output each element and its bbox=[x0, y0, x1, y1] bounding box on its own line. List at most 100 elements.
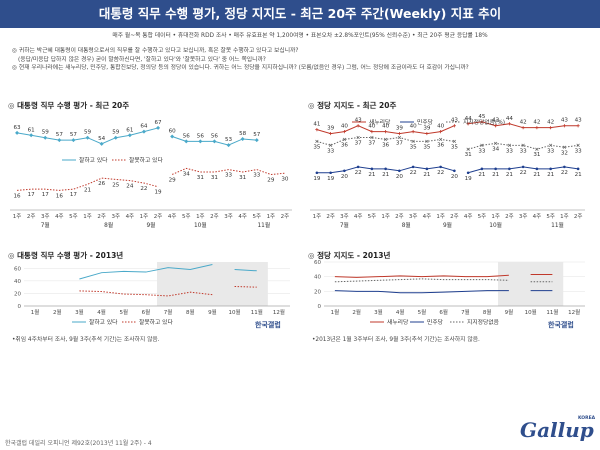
gallup-small-logo-right: 한국갤럽 bbox=[548, 321, 574, 329]
party-20-data-label: 37 bbox=[396, 140, 404, 146]
approval-20-xtick: 4주 bbox=[168, 213, 177, 220]
party-20-point bbox=[521, 165, 525, 169]
party-20-point bbox=[370, 135, 374, 140]
party-2013-series-none-line bbox=[334, 278, 509, 283]
party-20-data-label: 21 bbox=[382, 172, 390, 178]
approval-20-point bbox=[254, 138, 259, 143]
approval-2013-highlight-band bbox=[157, 262, 268, 306]
party-20-data-label: 42 bbox=[547, 120, 554, 126]
party-20-data-label: 22 bbox=[437, 170, 444, 176]
approval-20-data-label: 33 bbox=[253, 173, 261, 179]
approval-20-xtick: 5주 bbox=[182, 213, 191, 220]
party-20-data-label: 21 bbox=[506, 172, 514, 178]
question-approval: ◎ 귀하는 박근혜 대통령이 대통령으로서의 직무를 잘 수행하고 있다고 보십… bbox=[12, 48, 299, 54]
party-20-xtick: 1주 bbox=[313, 213, 322, 220]
party-20-month-label: 8월 bbox=[402, 221, 411, 229]
approval-20-xtick: 1주 bbox=[196, 213, 205, 220]
approval-20-point bbox=[43, 135, 48, 140]
approval-20-data-label: 61 bbox=[28, 127, 36, 133]
party-20-point bbox=[563, 165, 566, 169]
approval-20-xtick: 2주 bbox=[27, 213, 36, 220]
survey-questions: ◎ 귀하는 박근혜 대통령이 대통령으로서의 직무를 잘 수행하고 있다고 보십… bbox=[12, 47, 592, 73]
approval-20-data-label: 29 bbox=[169, 177, 177, 183]
party-20-data-label: 31 bbox=[533, 152, 541, 158]
approval-20-point bbox=[141, 129, 146, 134]
party-20-point bbox=[439, 130, 443, 134]
approval-20-xtick: 2주 bbox=[154, 213, 163, 220]
party-20-xtick: 1주 bbox=[491, 213, 500, 220]
approval-20-point bbox=[71, 138, 76, 143]
party-20-data-label: 22 bbox=[355, 170, 362, 176]
party-20-xtick: 5주 bbox=[546, 213, 555, 220]
approval-20-xtick: 3주 bbox=[224, 213, 233, 220]
approval-20-point bbox=[170, 134, 175, 139]
approval-20-point bbox=[184, 139, 189, 144]
party-20-point bbox=[576, 167, 580, 171]
approval-20-data-label: 17 bbox=[28, 192, 36, 198]
party-20-xtick: 1주 bbox=[436, 213, 445, 220]
party-2013-ytick: 20 bbox=[314, 289, 321, 295]
approval-2013-xtick: 11월 bbox=[251, 308, 263, 316]
approval-20-point bbox=[99, 141, 104, 146]
party-20-point bbox=[494, 124, 498, 128]
approval-20-data-label: 25 bbox=[112, 182, 120, 188]
approval-20-data-label: 26 bbox=[98, 181, 106, 187]
approval-20-xtick: 1주 bbox=[140, 213, 149, 220]
approval-20-xtick: 3주 bbox=[41, 213, 50, 220]
party-2013-xtick: 10월 bbox=[525, 308, 537, 316]
party-20-point bbox=[576, 124, 580, 128]
approval-2013-series-disapprove-line bbox=[79, 290, 213, 297]
approval-20-data-label: 59 bbox=[42, 130, 50, 136]
party-20-point bbox=[549, 126, 553, 130]
party-20-data-label: 33 bbox=[520, 148, 528, 154]
party-20-point bbox=[425, 139, 429, 144]
approval-20-data-label: 31 bbox=[211, 175, 219, 181]
section-title-party-20: 정당 지지도 - 최근 20주 bbox=[308, 100, 396, 111]
party-20-point bbox=[397, 131, 401, 136]
party-20-point bbox=[507, 143, 512, 147]
party-20-point bbox=[535, 167, 539, 171]
party-20-data-label: 40 bbox=[437, 124, 445, 130]
party-2013-legend-label: 새누리당 bbox=[387, 318, 409, 326]
approval-20-xtick: 4주 bbox=[126, 213, 135, 220]
party-20-point bbox=[562, 145, 567, 149]
approval-20-point bbox=[198, 139, 203, 144]
party-20-series-none-line bbox=[467, 142, 579, 150]
approval-2013-ytick: 0 bbox=[18, 304, 22, 310]
party-20-data-label: 19 bbox=[465, 176, 473, 182]
party-2013-xtick: 7월 bbox=[461, 308, 470, 316]
party-20-xtick: 2주 bbox=[574, 213, 583, 220]
party-20-legend-label: 새누리당 bbox=[369, 118, 391, 126]
approval-20-month-label: 11월 bbox=[257, 221, 270, 229]
approval-2013-legend-label: 잘못하고 있다 bbox=[139, 318, 174, 326]
party-20-point bbox=[508, 167, 511, 171]
party-20-point bbox=[507, 122, 511, 126]
party-20-point bbox=[411, 165, 415, 169]
party-20-point bbox=[315, 128, 319, 132]
approval-20-data-label: 61 bbox=[126, 127, 134, 133]
party-20-data-label: 19 bbox=[327, 176, 335, 182]
party-20-point bbox=[315, 139, 319, 144]
approval-2013-xtick: 7월 bbox=[164, 308, 173, 316]
party-20-point bbox=[398, 169, 401, 173]
party-20-point bbox=[480, 143, 484, 147]
footer-text: 한국갤럽 데일리 오피니언 제92호(2013년 11월 2주) - 4 bbox=[5, 440, 152, 447]
party-20-data-label: 43 bbox=[492, 118, 500, 124]
party-20-point bbox=[411, 139, 415, 144]
approval-20-data-label: 31 bbox=[239, 175, 247, 181]
approval-20-point bbox=[156, 125, 161, 130]
approval-20-xtick: 1주 bbox=[267, 213, 276, 220]
party-20-xtick: 5주 bbox=[368, 213, 377, 220]
party-20-data-label: 20 bbox=[341, 174, 349, 180]
approval-20-point bbox=[240, 136, 245, 141]
approval-20-legend-label: 잘못하고 있다 bbox=[129, 156, 164, 164]
party-20-data-label: 21 bbox=[547, 172, 555, 178]
party-20-data-label: 33 bbox=[547, 148, 555, 154]
approval-20-data-label: 24 bbox=[126, 184, 134, 190]
approval-20-data-label: 59 bbox=[84, 130, 92, 136]
approval-20-data-label: 67 bbox=[154, 120, 162, 126]
approval-20-data-label: 56 bbox=[211, 133, 219, 139]
party-20-point bbox=[315, 171, 319, 175]
party-20-data-label: 39 bbox=[396, 126, 404, 132]
